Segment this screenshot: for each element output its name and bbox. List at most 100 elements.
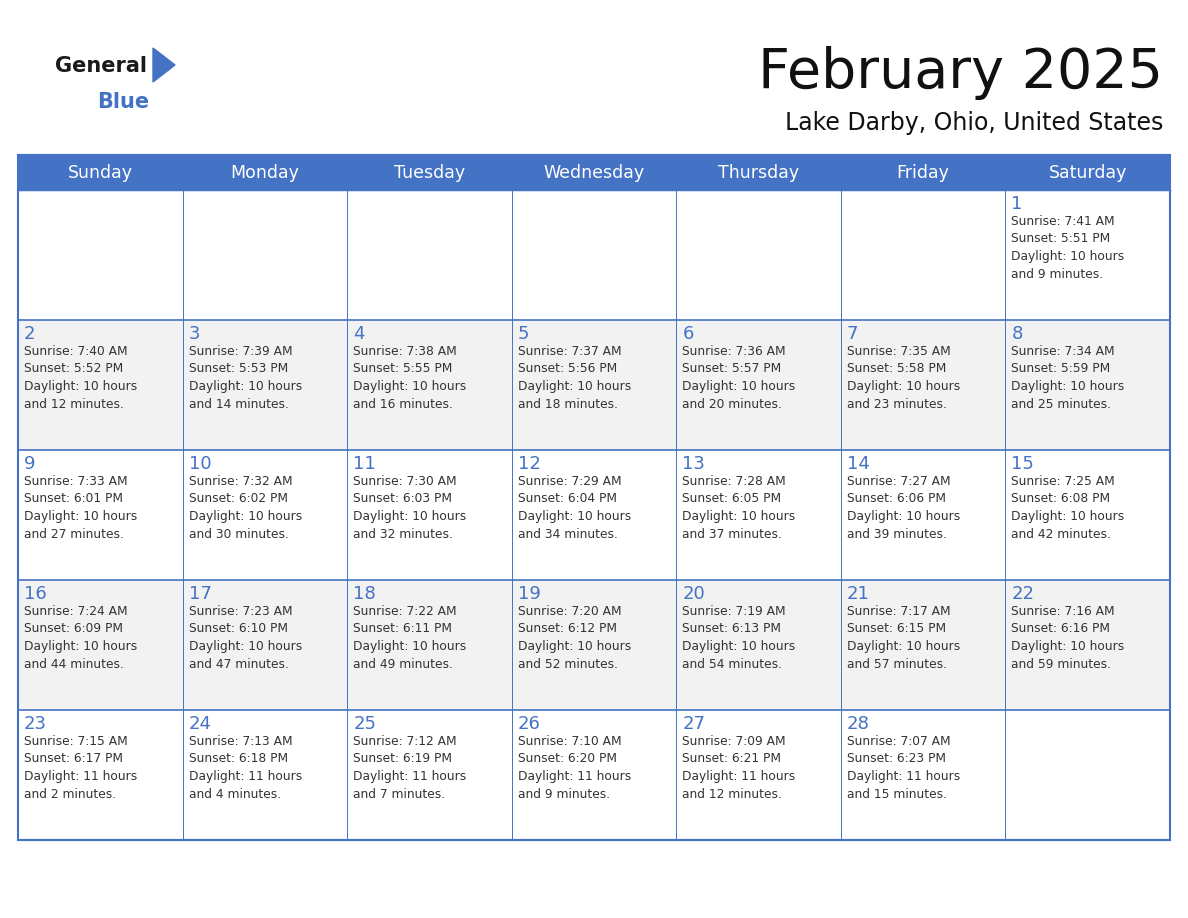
Bar: [347, 580, 512, 710]
Bar: [676, 710, 841, 840]
Text: Sunrise: 7:36 AM
Sunset: 5:57 PM
Daylight: 10 hours
and 20 minutes.: Sunrise: 7:36 AM Sunset: 5:57 PM Dayligh…: [682, 345, 796, 410]
Text: 5: 5: [518, 325, 529, 343]
Bar: [841, 580, 1005, 710]
Text: 27: 27: [682, 715, 706, 733]
Text: Sunrise: 7:13 AM
Sunset: 6:18 PM
Daylight: 11 hours
and 4 minutes.: Sunrise: 7:13 AM Sunset: 6:18 PM Dayligh…: [189, 735, 302, 800]
Bar: [18, 155, 1170, 840]
Text: 21: 21: [847, 585, 870, 603]
Text: Monday: Monday: [230, 163, 299, 182]
Text: February 2025: February 2025: [758, 46, 1163, 100]
Bar: [18, 710, 183, 840]
Bar: [183, 580, 347, 710]
Bar: [183, 190, 347, 320]
Bar: [1005, 580, 1170, 710]
Text: 26: 26: [518, 715, 541, 733]
Bar: [676, 190, 841, 320]
Bar: [512, 155, 676, 190]
Text: Sunrise: 7:35 AM
Sunset: 5:58 PM
Daylight: 10 hours
and 23 minutes.: Sunrise: 7:35 AM Sunset: 5:58 PM Dayligh…: [847, 345, 960, 410]
Text: Wednesday: Wednesday: [543, 163, 645, 182]
Bar: [347, 450, 512, 580]
Text: Sunrise: 7:39 AM
Sunset: 5:53 PM
Daylight: 10 hours
and 14 minutes.: Sunrise: 7:39 AM Sunset: 5:53 PM Dayligh…: [189, 345, 302, 410]
Bar: [18, 320, 183, 450]
Text: 12: 12: [518, 455, 541, 473]
Text: Sunrise: 7:38 AM
Sunset: 5:55 PM
Daylight: 10 hours
and 16 minutes.: Sunrise: 7:38 AM Sunset: 5:55 PM Dayligh…: [353, 345, 467, 410]
Bar: [841, 320, 1005, 450]
Text: Sunrise: 7:27 AM
Sunset: 6:06 PM
Daylight: 10 hours
and 39 minutes.: Sunrise: 7:27 AM Sunset: 6:06 PM Dayligh…: [847, 475, 960, 541]
Bar: [676, 320, 841, 450]
Text: 16: 16: [24, 585, 46, 603]
Text: 15: 15: [1011, 455, 1035, 473]
Text: 9: 9: [24, 455, 36, 473]
Bar: [676, 155, 841, 190]
Text: Thursday: Thursday: [718, 163, 800, 182]
Text: Sunrise: 7:10 AM
Sunset: 6:20 PM
Daylight: 11 hours
and 9 minutes.: Sunrise: 7:10 AM Sunset: 6:20 PM Dayligh…: [518, 735, 631, 800]
Text: Sunrise: 7:28 AM
Sunset: 6:05 PM
Daylight: 10 hours
and 37 minutes.: Sunrise: 7:28 AM Sunset: 6:05 PM Dayligh…: [682, 475, 796, 541]
Text: 25: 25: [353, 715, 377, 733]
Text: 24: 24: [189, 715, 211, 733]
Text: 11: 11: [353, 455, 375, 473]
Text: Sunrise: 7:32 AM
Sunset: 6:02 PM
Daylight: 10 hours
and 30 minutes.: Sunrise: 7:32 AM Sunset: 6:02 PM Dayligh…: [189, 475, 302, 541]
Bar: [347, 190, 512, 320]
Bar: [18, 190, 183, 320]
Text: Sunrise: 7:34 AM
Sunset: 5:59 PM
Daylight: 10 hours
and 25 minutes.: Sunrise: 7:34 AM Sunset: 5:59 PM Dayligh…: [1011, 345, 1125, 410]
Text: 19: 19: [518, 585, 541, 603]
Text: Sunrise: 7:23 AM
Sunset: 6:10 PM
Daylight: 10 hours
and 47 minutes.: Sunrise: 7:23 AM Sunset: 6:10 PM Dayligh…: [189, 605, 302, 670]
Bar: [1005, 710, 1170, 840]
Bar: [18, 155, 183, 190]
Text: Blue: Blue: [97, 92, 150, 112]
Bar: [183, 710, 347, 840]
Text: Sunrise: 7:20 AM
Sunset: 6:12 PM
Daylight: 10 hours
and 52 minutes.: Sunrise: 7:20 AM Sunset: 6:12 PM Dayligh…: [518, 605, 631, 670]
Bar: [183, 450, 347, 580]
Text: General: General: [55, 56, 147, 76]
Text: 8: 8: [1011, 325, 1023, 343]
Text: Sunrise: 7:22 AM
Sunset: 6:11 PM
Daylight: 10 hours
and 49 minutes.: Sunrise: 7:22 AM Sunset: 6:11 PM Dayligh…: [353, 605, 467, 670]
Text: Sunrise: 7:15 AM
Sunset: 6:17 PM
Daylight: 11 hours
and 2 minutes.: Sunrise: 7:15 AM Sunset: 6:17 PM Dayligh…: [24, 735, 138, 800]
Text: 13: 13: [682, 455, 706, 473]
Text: 4: 4: [353, 325, 365, 343]
Text: Sunrise: 7:40 AM
Sunset: 5:52 PM
Daylight: 10 hours
and 12 minutes.: Sunrise: 7:40 AM Sunset: 5:52 PM Dayligh…: [24, 345, 138, 410]
Bar: [512, 580, 676, 710]
Text: Sunrise: 7:29 AM
Sunset: 6:04 PM
Daylight: 10 hours
and 34 minutes.: Sunrise: 7:29 AM Sunset: 6:04 PM Dayligh…: [518, 475, 631, 541]
Bar: [1005, 320, 1170, 450]
Bar: [841, 155, 1005, 190]
Bar: [18, 450, 183, 580]
Text: 20: 20: [682, 585, 704, 603]
Bar: [512, 190, 676, 320]
Bar: [1005, 190, 1170, 320]
Bar: [512, 450, 676, 580]
Text: Sunrise: 7:12 AM
Sunset: 6:19 PM
Daylight: 11 hours
and 7 minutes.: Sunrise: 7:12 AM Sunset: 6:19 PM Dayligh…: [353, 735, 467, 800]
Bar: [512, 710, 676, 840]
Bar: [841, 190, 1005, 320]
Text: Friday: Friday: [897, 163, 949, 182]
Text: Sunrise: 7:17 AM
Sunset: 6:15 PM
Daylight: 10 hours
and 57 minutes.: Sunrise: 7:17 AM Sunset: 6:15 PM Dayligh…: [847, 605, 960, 670]
Bar: [347, 155, 512, 190]
Text: 28: 28: [847, 715, 870, 733]
Bar: [676, 580, 841, 710]
Bar: [18, 580, 183, 710]
Text: Sunrise: 7:09 AM
Sunset: 6:21 PM
Daylight: 11 hours
and 12 minutes.: Sunrise: 7:09 AM Sunset: 6:21 PM Dayligh…: [682, 735, 796, 800]
Text: 1: 1: [1011, 195, 1023, 213]
Bar: [841, 710, 1005, 840]
Text: Lake Darby, Ohio, United States: Lake Darby, Ohio, United States: [784, 111, 1163, 135]
Text: 22: 22: [1011, 585, 1035, 603]
Text: 2: 2: [24, 325, 36, 343]
Text: 7: 7: [847, 325, 859, 343]
Text: Sunday: Sunday: [68, 163, 133, 182]
Text: Sunrise: 7:25 AM
Sunset: 6:08 PM
Daylight: 10 hours
and 42 minutes.: Sunrise: 7:25 AM Sunset: 6:08 PM Dayligh…: [1011, 475, 1125, 541]
Text: Sunrise: 7:37 AM
Sunset: 5:56 PM
Daylight: 10 hours
and 18 minutes.: Sunrise: 7:37 AM Sunset: 5:56 PM Dayligh…: [518, 345, 631, 410]
Text: Tuesday: Tuesday: [394, 163, 465, 182]
Text: 6: 6: [682, 325, 694, 343]
Text: Saturday: Saturday: [1049, 163, 1127, 182]
Text: Sunrise: 7:30 AM
Sunset: 6:03 PM
Daylight: 10 hours
and 32 minutes.: Sunrise: 7:30 AM Sunset: 6:03 PM Dayligh…: [353, 475, 467, 541]
Bar: [347, 710, 512, 840]
Bar: [841, 450, 1005, 580]
Polygon shape: [153, 48, 175, 82]
Bar: [512, 320, 676, 450]
Text: Sunrise: 7:07 AM
Sunset: 6:23 PM
Daylight: 11 hours
and 15 minutes.: Sunrise: 7:07 AM Sunset: 6:23 PM Dayligh…: [847, 735, 960, 800]
Text: 23: 23: [24, 715, 48, 733]
Text: Sunrise: 7:33 AM
Sunset: 6:01 PM
Daylight: 10 hours
and 27 minutes.: Sunrise: 7:33 AM Sunset: 6:01 PM Dayligh…: [24, 475, 138, 541]
Bar: [347, 320, 512, 450]
Text: 18: 18: [353, 585, 375, 603]
Bar: [183, 320, 347, 450]
Bar: [1005, 450, 1170, 580]
